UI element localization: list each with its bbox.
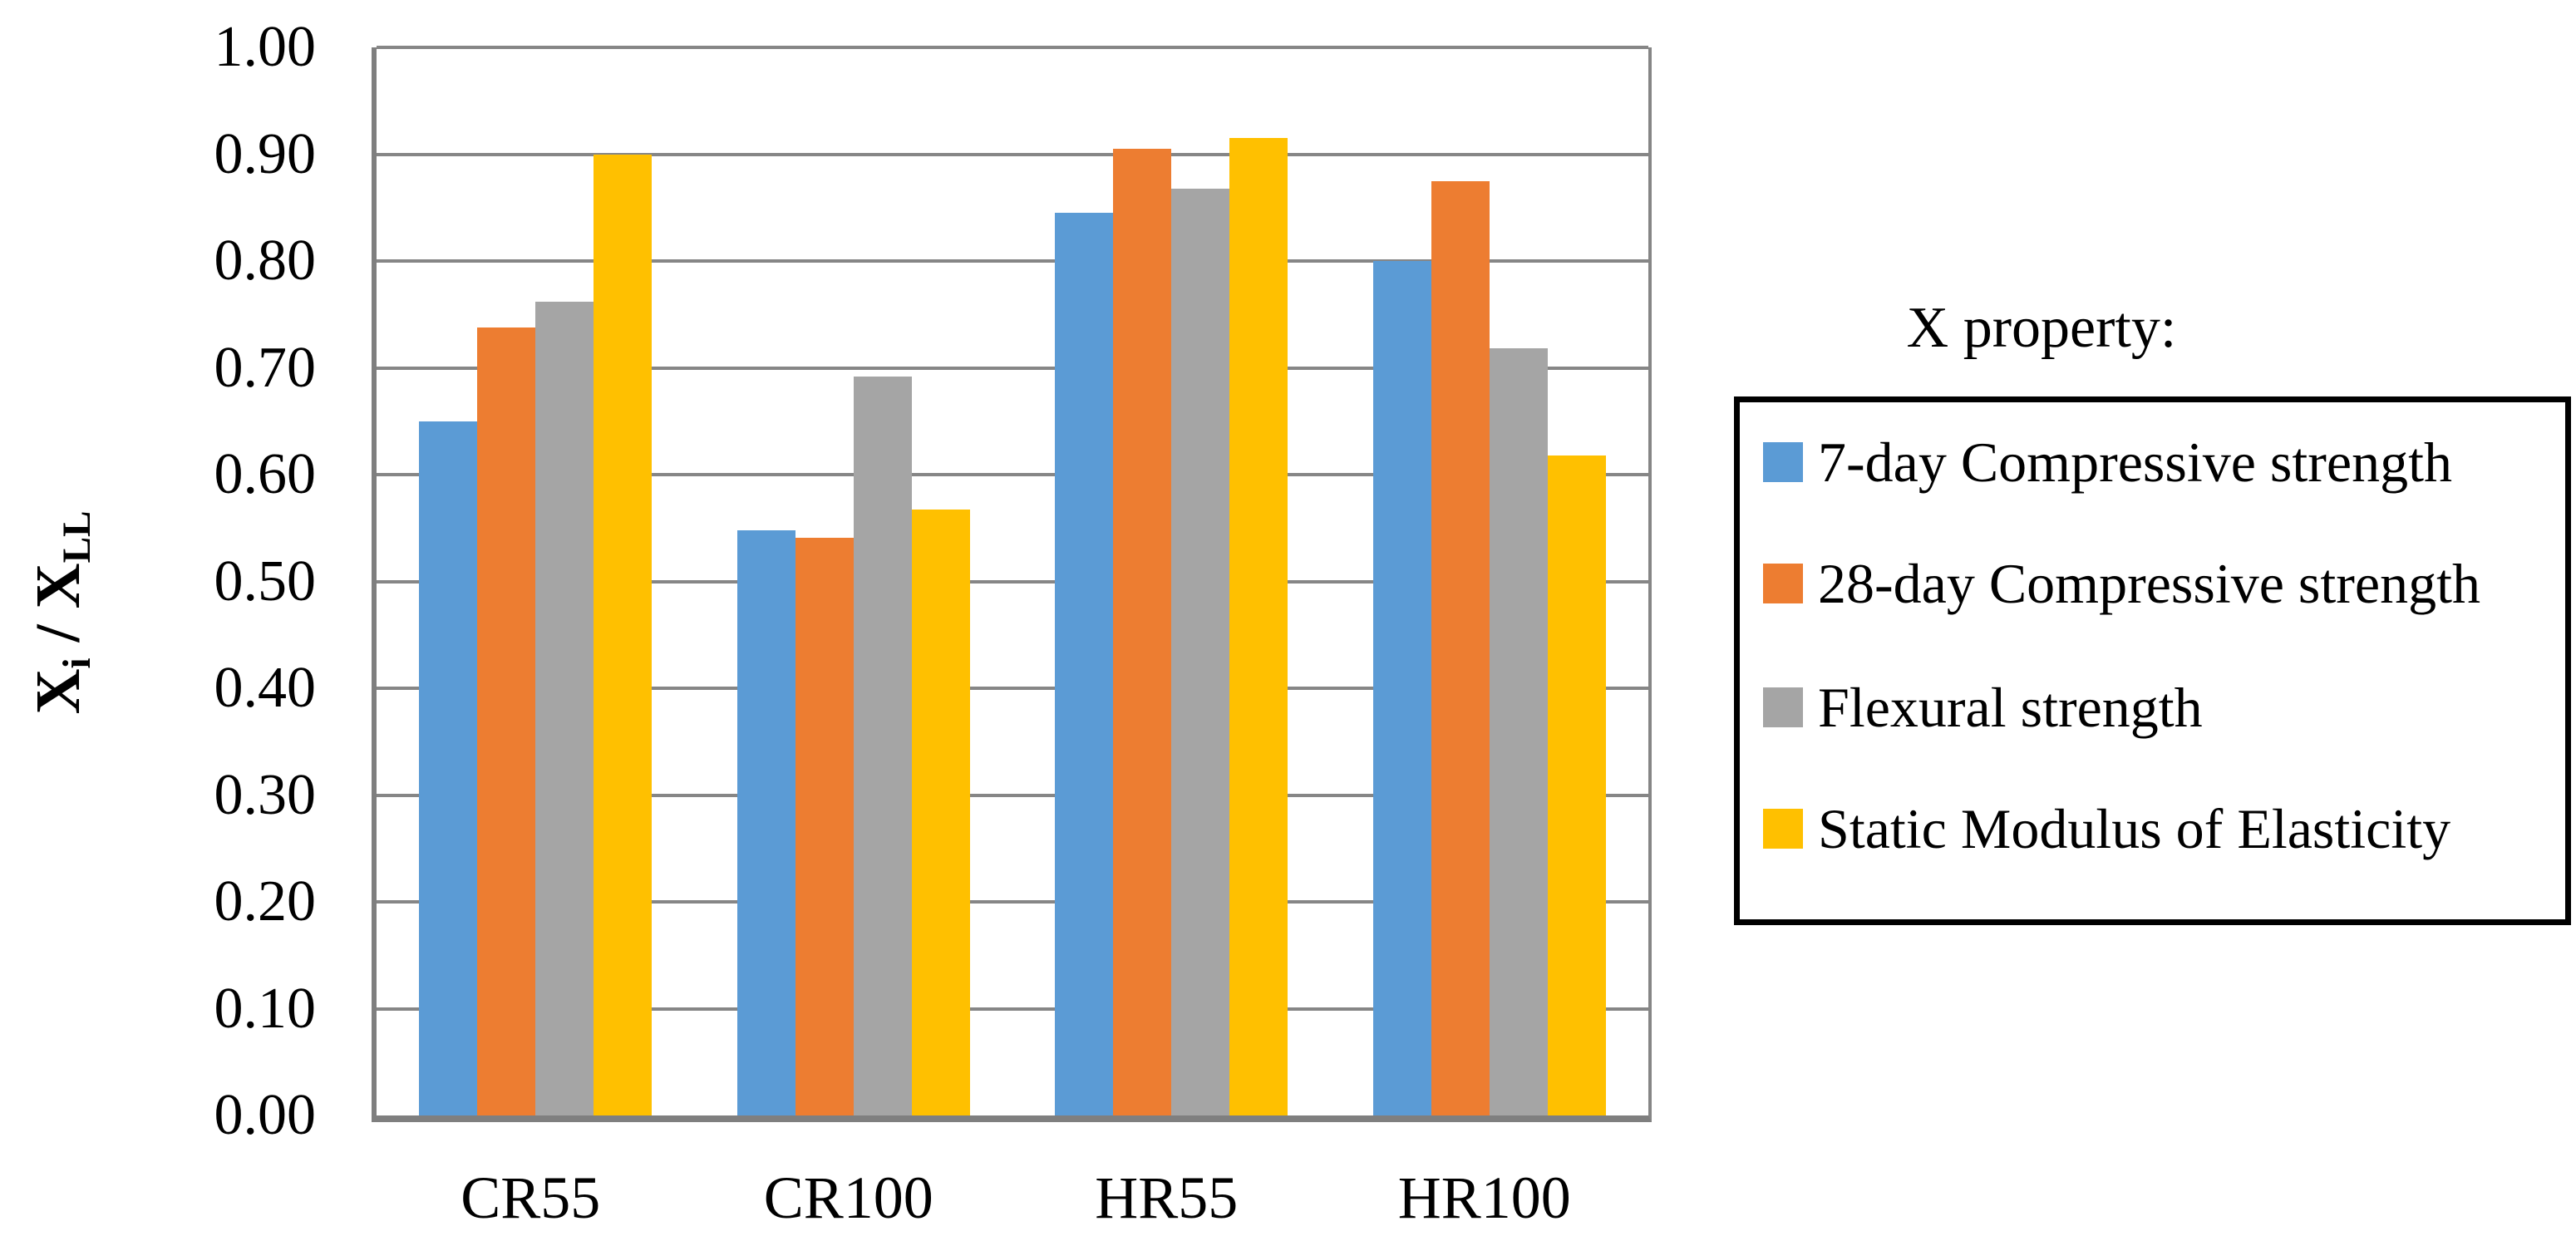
gridline-y-0.70 bbox=[377, 366, 1648, 370]
legend-swatch-icon bbox=[1763, 442, 1803, 482]
gridline-y-0.40 bbox=[377, 687, 1648, 690]
gridline-y-0.80 bbox=[377, 259, 1648, 263]
gridline-y-1.00 bbox=[377, 46, 1648, 49]
y-tick-label-0.50: 0.50 bbox=[214, 549, 317, 613]
y-tick-label-1.00: 1.00 bbox=[214, 15, 317, 79]
gridline-y-0.10 bbox=[377, 1007, 1648, 1011]
legend-swatch-icon bbox=[1763, 809, 1803, 849]
x-category-label-CR100: CR100 bbox=[763, 1165, 933, 1231]
x-category-label-HR55: HR55 bbox=[1095, 1165, 1239, 1231]
bar-HR55-series-2 bbox=[1171, 188, 1230, 1115]
x-category-label-HR100: HR100 bbox=[1397, 1165, 1571, 1231]
legend-item-1: 28-day Compressive strength bbox=[1763, 542, 2549, 625]
y-tick-label-0.60: 0.60 bbox=[214, 442, 317, 506]
legend-item-label: Static Modulus of Elasticity bbox=[1818, 797, 2451, 860]
bar-CR100-series-1 bbox=[795, 537, 854, 1115]
legend-item-2: Flexural strength bbox=[1763, 666, 2549, 749]
bar-HR55-series-3 bbox=[1229, 138, 1288, 1115]
bar-CR100-series-0 bbox=[736, 529, 795, 1115]
y-tick-label-0.00: 0.00 bbox=[214, 1083, 317, 1147]
bar-CR55-series-1 bbox=[477, 327, 536, 1115]
y-tick-label-0.30: 0.30 bbox=[214, 762, 317, 827]
y-tick-label-0.10: 0.10 bbox=[214, 976, 317, 1041]
bar-HR55-series-1 bbox=[1113, 149, 1172, 1115]
x-category-label-CR55: CR55 bbox=[461, 1165, 601, 1231]
bar-HR100-series-1 bbox=[1431, 180, 1490, 1115]
bar-CR100-series-3 bbox=[911, 510, 970, 1115]
bar-HR100-series-0 bbox=[1372, 261, 1431, 1115]
gridline-y-0.60 bbox=[377, 473, 1648, 476]
bar-HR100-series-3 bbox=[1547, 455, 1606, 1115]
y-tick-label-0.70: 0.70 bbox=[214, 335, 317, 400]
legend-swatch-icon bbox=[1763, 687, 1803, 727]
gridline-y-0.50 bbox=[377, 579, 1648, 584]
legend-title: X property: bbox=[1906, 296, 2177, 360]
plot-area bbox=[372, 46, 1652, 1122]
bar-CR100-series-2 bbox=[853, 376, 912, 1115]
legend-item-0: 7-day Compressive strength bbox=[1763, 421, 2549, 504]
gridline-y-0.20 bbox=[377, 900, 1648, 904]
legend-swatch-icon bbox=[1763, 564, 1803, 603]
bar-CR55-series-0 bbox=[419, 421, 478, 1115]
y-tick-label-0.80: 0.80 bbox=[214, 229, 317, 293]
legend-item-label: 28-day Compressive strength bbox=[1818, 552, 2480, 615]
y-tick-label-0.90: 0.90 bbox=[214, 121, 317, 186]
legend-box: 7-day Compressive strength 28-day Compres… bbox=[1734, 396, 2571, 925]
bar-CR55-series-2 bbox=[535, 301, 594, 1115]
legend-item-label: 7-day Compressive strength bbox=[1818, 431, 2452, 494]
legend-item-3: Static Modulus of Elasticity bbox=[1763, 787, 2549, 870]
y-tick-label-0.20: 0.20 bbox=[214, 869, 317, 933]
gridline-y-0.30 bbox=[377, 793, 1648, 797]
bar-HR55-series-0 bbox=[1055, 213, 1114, 1115]
legend-item-label: Flexural strength bbox=[1818, 676, 2203, 739]
bar-HR100-series-2 bbox=[1489, 348, 1548, 1115]
gridline-y-0.90 bbox=[377, 152, 1648, 156]
y-tick-label-0.40: 0.40 bbox=[214, 656, 317, 720]
bar-CR55-series-3 bbox=[594, 154, 653, 1115]
